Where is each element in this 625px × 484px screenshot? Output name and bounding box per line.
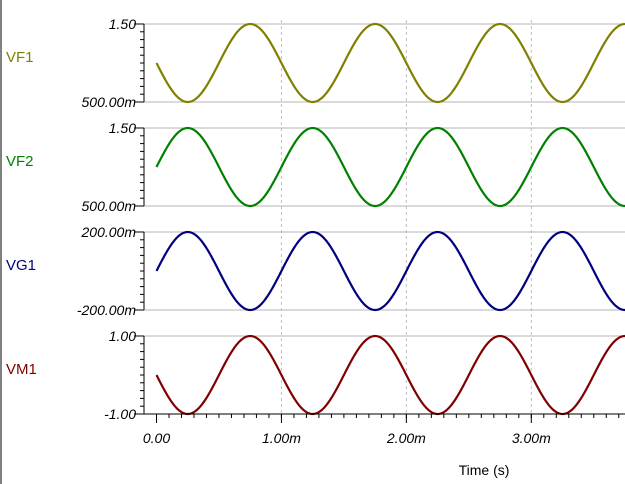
channel-label-vg1: VG1	[6, 257, 36, 274]
series-line-vg1	[155, 230, 625, 312]
y-tick-label-min: -200.00m	[77, 302, 136, 318]
x-tick-label: 2.00m	[386, 430, 426, 446]
y-tick-label-min: 500.00m	[82, 198, 137, 214]
channel-label-vm1: VM1	[6, 361, 37, 378]
series-line-vm1	[155, 334, 625, 416]
y-tick-label-max: 1.50	[109, 16, 136, 32]
y-tick-label-min: -1.00	[104, 406, 136, 422]
x-tick-label: 1.00m	[262, 430, 301, 446]
axis-layer: 1.50 500.00m VF1 1.50 500.00m VF2 200.00m -200.…	[6, 16, 625, 446]
x-axis-title: Time (s)	[459, 462, 510, 478]
series-line-vf2	[155, 126, 625, 208]
y-tick-label-max: 1.00	[109, 328, 136, 344]
y-tick-label-min: 500.00m	[82, 94, 137, 110]
channel-label-vf2: VF2	[6, 153, 34, 170]
curve-layer	[155, 22, 625, 416]
series-line-vf1	[155, 22, 625, 104]
y-tick-label-max: 200.00m	[81, 224, 137, 240]
x-tick-label: 3.00m	[512, 430, 551, 446]
y-tick-label-max: 1.50	[109, 120, 136, 136]
x-tick-label: 0.00	[143, 430, 170, 446]
channel-label-vf1: VF1	[6, 49, 34, 66]
